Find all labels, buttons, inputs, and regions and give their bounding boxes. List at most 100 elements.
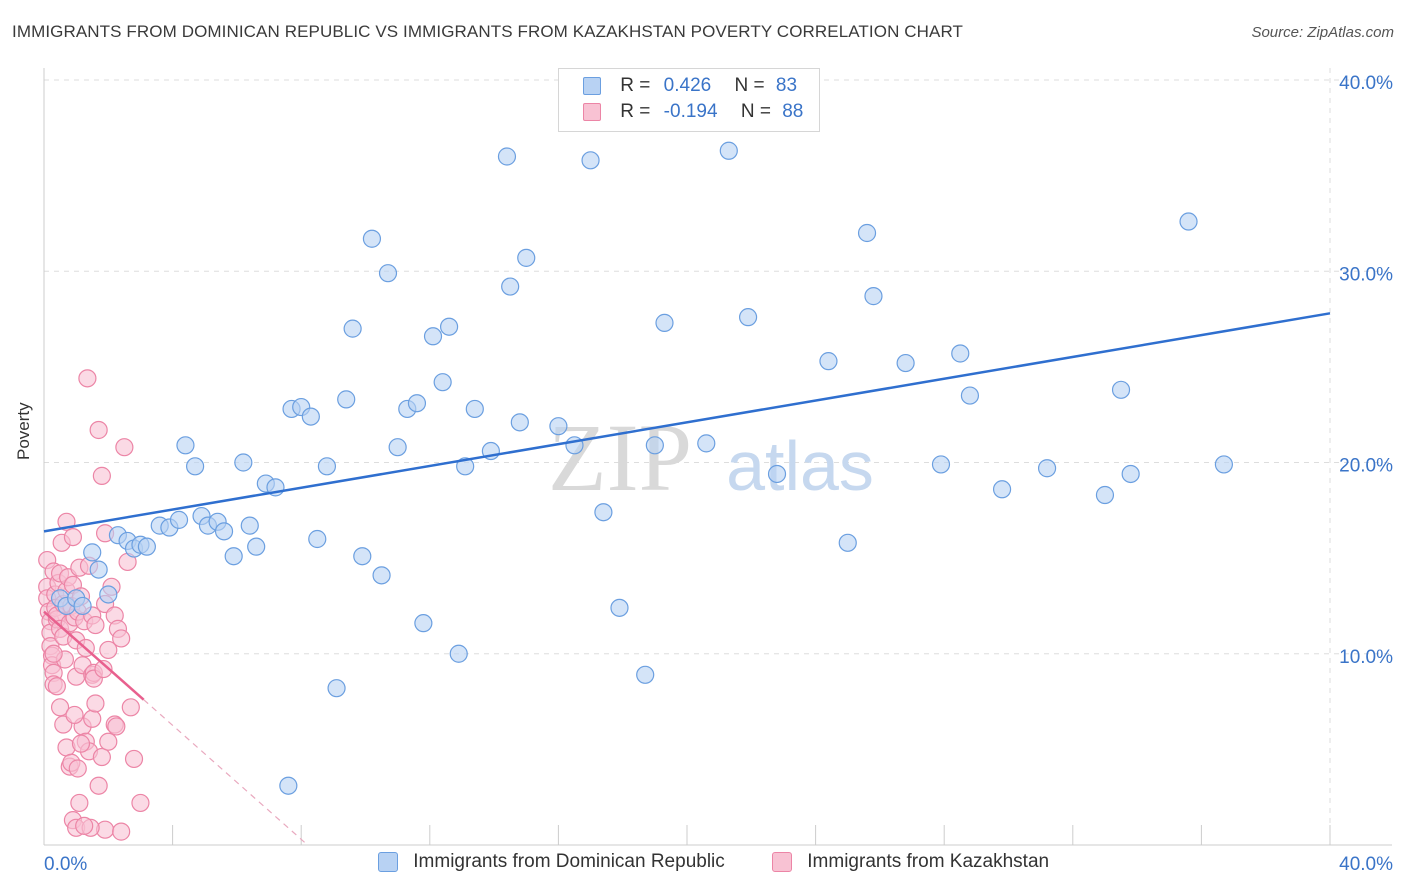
dominican-point <box>186 457 205 476</box>
x-tick-label: 40.0% <box>1339 854 1393 875</box>
dominican-point <box>549 417 568 436</box>
dominican-point <box>501 277 520 296</box>
correlation-legend: R = 0.426 N = 83 R = -0.194 N = 88 <box>558 68 820 132</box>
dominican-point <box>857 223 877 243</box>
dominican-point <box>864 287 883 306</box>
dominican-point <box>362 229 382 248</box>
legend-r-label: R = <box>620 101 651 122</box>
axes <box>43 68 1392 846</box>
dominican-point <box>176 436 195 455</box>
y-axis-label: Poverty <box>14 402 33 460</box>
watermark: ZIP atlas <box>548 404 874 511</box>
x-tick-label: 0.0% <box>44 854 87 875</box>
legend-label-kazakhstan: Immigrants from Kazakhstan <box>807 851 1050 872</box>
dominican-point <box>89 560 108 579</box>
dominican-point <box>465 399 484 419</box>
legend-label-dominican: Immigrants from Dominican Republic <box>413 851 725 872</box>
kazakhstan-trend-extension <box>143 699 309 846</box>
dominican-point <box>838 533 857 552</box>
dominican-point <box>719 141 738 160</box>
dominican-point <box>517 248 536 267</box>
kazakhstan-point <box>47 677 66 696</box>
kazakhstan-point <box>68 759 87 778</box>
watermark-atlas: atlas <box>726 427 874 505</box>
dominican-point <box>581 151 600 170</box>
kazakhstan-point <box>63 527 83 547</box>
dominican-point <box>931 455 951 474</box>
dominican-point <box>951 344 970 363</box>
dominican-point <box>594 503 613 522</box>
source-label: Source: ZipAtlas.com <box>1251 24 1394 41</box>
dominican-point <box>353 547 372 566</box>
dominican-trend-line <box>43 312 1331 533</box>
dominican-point <box>992 480 1012 499</box>
legend-row-kazakhstan: R = -0.194 N = 88 <box>583 101 803 127</box>
dominican-point <box>308 529 327 549</box>
legend-swatch-blue <box>583 77 601 95</box>
dominican-point <box>301 407 320 426</box>
kazakhstan-point <box>99 640 118 660</box>
dominican-point <box>99 585 118 604</box>
chart-title: IMMIGRANTS FROM DOMINICAN REPUBLIC VS IM… <box>12 22 964 41</box>
dominican-point <box>240 516 259 535</box>
dominican-point <box>388 438 407 457</box>
dominican-point <box>327 679 346 698</box>
kazakhstan-point <box>115 438 134 457</box>
kazakhstan-point <box>65 705 84 725</box>
dominican-point <box>247 537 266 556</box>
dominican-point <box>423 327 443 346</box>
dominican-point <box>1121 464 1140 484</box>
dominican-point <box>610 598 629 617</box>
watermark-zip: ZIP <box>548 404 692 511</box>
dominican-point <box>234 453 253 472</box>
tick-labels: 10.0% 20.0% 30.0% 40.0% 0.0% 40.0% <box>44 73 1393 875</box>
legend-r-value: -0.194 <box>663 101 718 122</box>
dominican-point <box>73 596 92 616</box>
dominican-point <box>636 665 655 684</box>
kazakhstan-point <box>78 369 97 388</box>
dominican-point <box>819 352 838 371</box>
dominican-point <box>738 308 758 327</box>
dominican-point <box>456 457 475 476</box>
kazakhstan-point <box>92 747 111 767</box>
dominican-point <box>655 313 674 332</box>
legend-n-value: 83 <box>775 75 798 96</box>
kazakhstan-point <box>75 816 94 835</box>
kazakhstan-point <box>131 793 150 813</box>
gridlines <box>44 68 1392 845</box>
kazakhstan-point <box>99 732 118 751</box>
dominican-point <box>279 776 298 795</box>
legend-r-label: R = <box>620 75 651 96</box>
dominican-point <box>137 537 156 556</box>
kazakhstan-point <box>83 709 102 728</box>
dominican-point <box>378 264 398 283</box>
dominican-point <box>433 373 452 392</box>
legend-n-label: N = <box>734 75 765 96</box>
legend-swatch-blue <box>378 852 398 872</box>
dominican-point <box>497 147 517 166</box>
dominican-point <box>214 522 234 541</box>
kazakhstan-point <box>124 749 144 769</box>
legend-r-value: 0.426 <box>663 75 712 96</box>
kazakhstan-trend-line <box>43 610 145 701</box>
kazakhstan-point <box>86 694 105 713</box>
dominican-point <box>1095 485 1115 505</box>
legend-n-value: 88 <box>782 101 804 122</box>
kazakhstan-point <box>50 698 70 717</box>
y-tick-label: 40.0% <box>1339 73 1393 94</box>
y-tick-label: 10.0% <box>1339 647 1393 668</box>
dominican-point <box>407 394 427 413</box>
kazakhstan-point <box>112 629 131 648</box>
kazakhstan-point <box>107 717 126 736</box>
legend-swatch-pink <box>583 103 601 121</box>
dominican-point <box>337 390 356 409</box>
dominican-point <box>372 566 391 585</box>
y-tick-label: 30.0% <box>1339 264 1393 285</box>
dominican-point <box>83 543 102 562</box>
legend-item-kazakhstan: Immigrants from Kazakhstan <box>772 851 1049 877</box>
dominican-point <box>510 413 529 432</box>
dominican-point <box>767 464 787 484</box>
dominican-point <box>1037 459 1057 478</box>
dominican-point <box>449 644 468 663</box>
kazakhstan-point <box>121 698 140 717</box>
